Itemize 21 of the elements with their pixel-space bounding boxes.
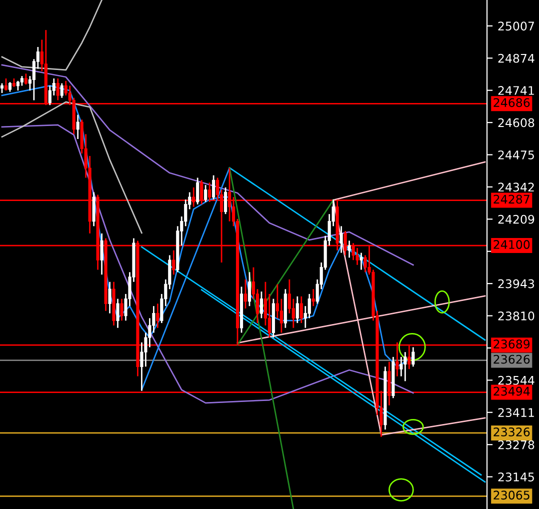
y-tick-label: 23145 [498, 472, 534, 482]
y-tick-label: 23810 [498, 311, 534, 320]
y-tick-label: 23411 [498, 408, 534, 418]
y-tick-label: 23544 [498, 376, 534, 385]
y-tick-label: 24342 [498, 182, 534, 192]
ref-line-label: 23689 [494, 340, 530, 348]
y-tick-label: 24209 [498, 214, 534, 224]
y-tick-label: 23278 [498, 440, 534, 450]
y-tick-label: 24608 [498, 118, 534, 128]
ref-line-label: 24100 [494, 240, 530, 249]
y-tick-label: 24874 [498, 54, 534, 63]
y-tick-label: 24741 [498, 86, 534, 95]
ref-line-label: 24686 [494, 98, 530, 108]
ref-line-label: 24287 [494, 194, 530, 204]
ref-line-label: 23494 [494, 386, 530, 396]
y-tick-label: 23943 [498, 279, 534, 288]
ref-line-label: 23065 [494, 490, 530, 500]
y-tick-label: 24475 [498, 150, 534, 160]
ref-line-label: 23326 [494, 427, 530, 436]
ref-line-label: 23626 [494, 354, 530, 364]
y-tick-label: 25007 [498, 22, 534, 31]
